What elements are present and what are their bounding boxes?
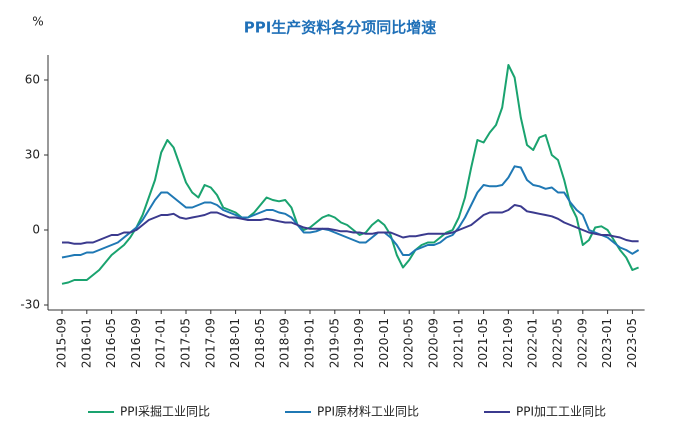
x-tick-label: 2021-01 <box>451 318 465 368</box>
y-axis-label: % <box>32 15 43 29</box>
legend-label: PPI加工工业同比 <box>516 405 606 419</box>
x-tick-label: 2020-01 <box>377 318 391 368</box>
series-line <box>61 64 639 285</box>
x-tick-label: 2019-05 <box>327 318 341 368</box>
chart-title: PPI生产资料各分项同比增速 <box>244 19 437 37</box>
series-line <box>61 165 640 259</box>
x-tick-label: 2018-01 <box>228 318 242 368</box>
x-tick-label: 2022-01 <box>526 318 540 368</box>
x-tick-label: 2017-05 <box>179 318 193 368</box>
y-tick-label: 0 <box>32 223 40 237</box>
x-tick-label: 2023-05 <box>625 318 639 368</box>
x-tick-label: 2019-09 <box>352 318 366 368</box>
x-tick-label: 2018-09 <box>278 318 292 368</box>
x-tick-label: 2023-01 <box>600 318 614 368</box>
legend-label: PPI采掘工业同比 <box>120 404 210 419</box>
x-tick-label: 2016-09 <box>129 318 143 368</box>
x-tick-label: 2019-01 <box>303 318 317 368</box>
x-tick-label: 2022-09 <box>575 318 589 368</box>
x-tick-label: 2017-09 <box>203 318 217 368</box>
x-tick-label: 2016-05 <box>104 318 118 368</box>
x-tick-label: 2021-05 <box>476 318 490 368</box>
y-tick-label: -30 <box>20 298 40 312</box>
x-tick-label: 2020-09 <box>427 318 441 368</box>
x-tick-label: 2021-09 <box>501 318 515 368</box>
x-tick-label: 2022-05 <box>551 318 565 368</box>
x-tick-label: 2018-05 <box>253 318 267 368</box>
x-tick-label: 2017-01 <box>154 318 168 368</box>
series-line <box>62 204 639 245</box>
x-tick-label: 2015-09 <box>55 318 69 368</box>
y-tick-label: 30 <box>25 148 40 162</box>
x-tick-label: 2020-05 <box>402 318 416 368</box>
x-tick-label: 2016-01 <box>79 318 93 368</box>
legend-label: PPI原材料工业同比 <box>317 405 419 419</box>
y-tick-label: 60 <box>25 73 40 87</box>
